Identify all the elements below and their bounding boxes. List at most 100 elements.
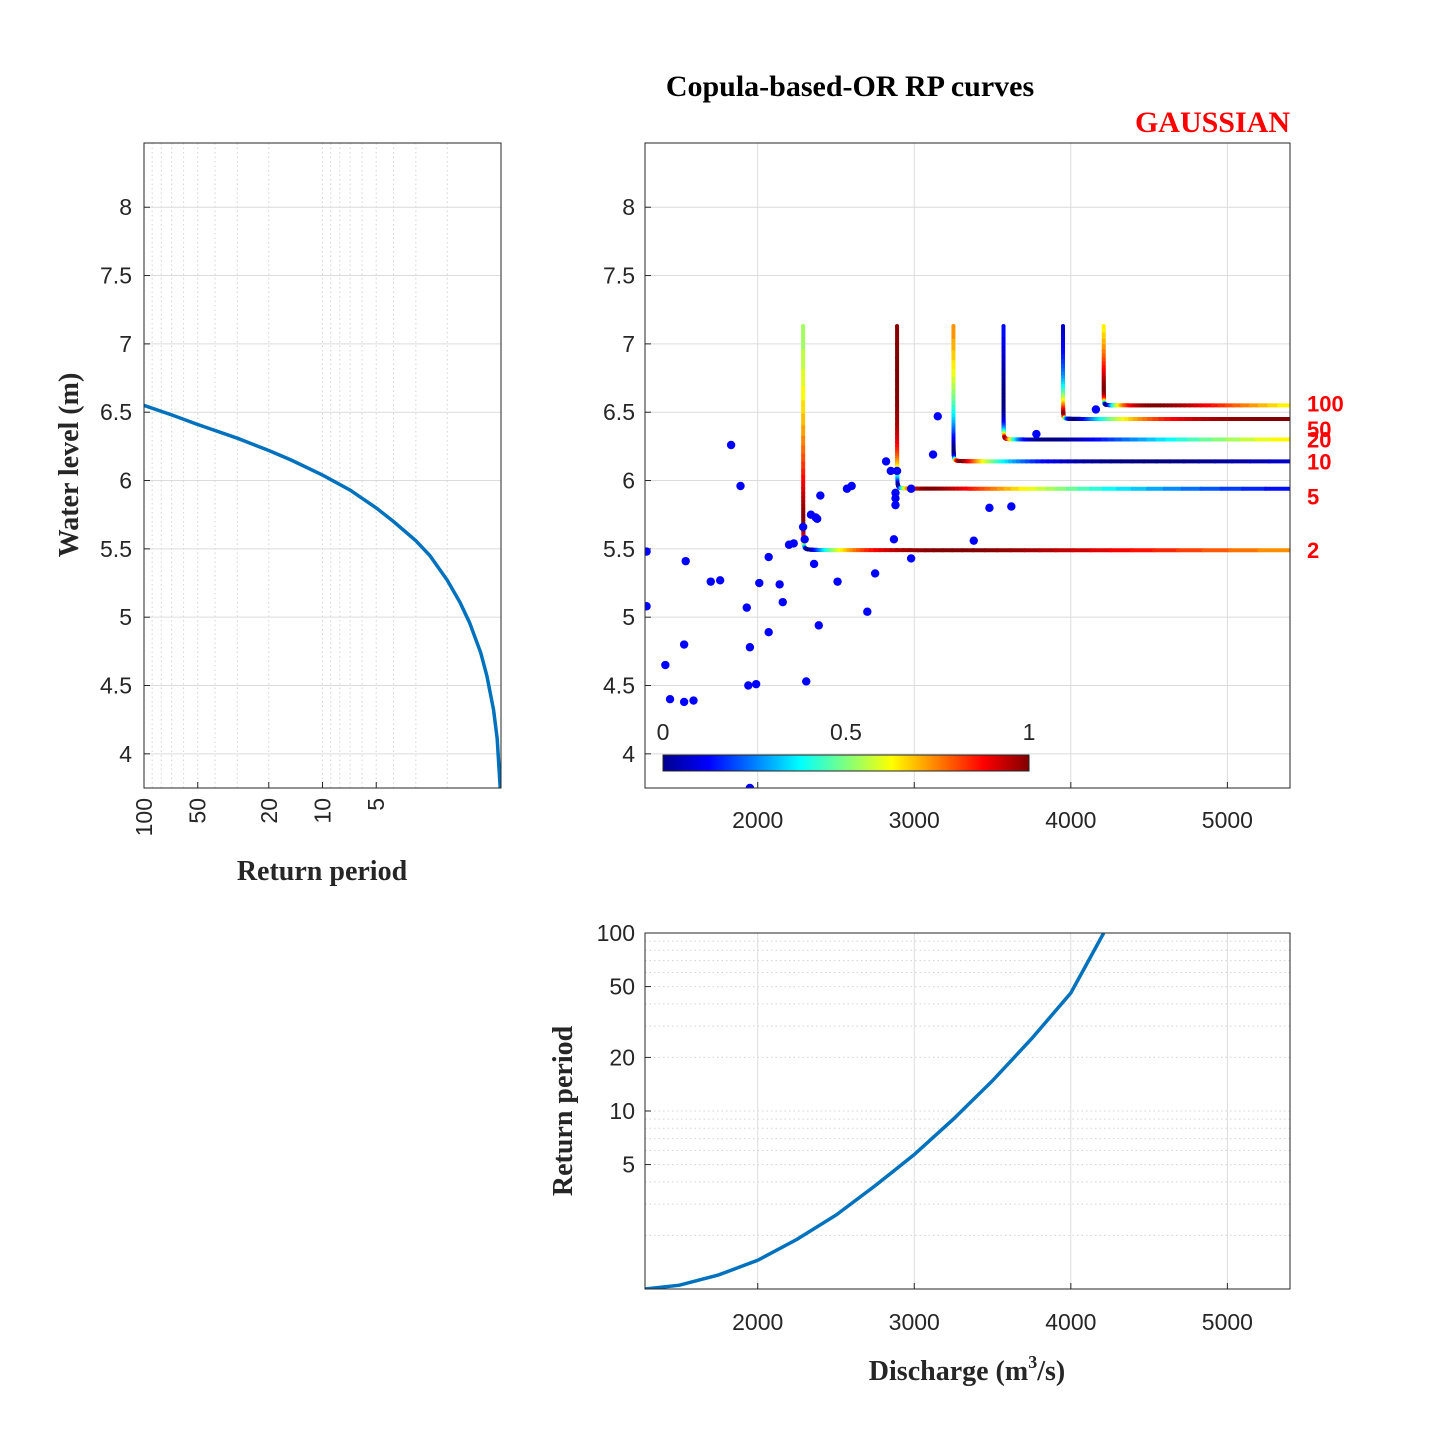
left-xtick-label: 50 xyxy=(185,798,211,824)
data-point xyxy=(928,450,938,459)
data-point xyxy=(661,660,670,670)
data-point xyxy=(892,466,902,476)
data-point xyxy=(985,503,994,513)
left-grid xyxy=(143,143,501,788)
data-point xyxy=(745,643,755,652)
left-ytick-label: 7.5 xyxy=(100,263,132,289)
bottom-xtick-label: 4000 xyxy=(1045,1309,1096,1335)
observed-points xyxy=(645,405,1101,788)
main-xtick-label: 5000 xyxy=(1202,807,1253,833)
data-point xyxy=(764,552,773,562)
data-point xyxy=(755,578,764,588)
data-point xyxy=(751,679,761,689)
rp-curve-100 xyxy=(1101,324,1290,408)
main-ytick-label: 5.5 xyxy=(603,536,635,562)
rp-curve-20 xyxy=(1001,324,1290,442)
left-xlabel: Return period xyxy=(237,856,408,887)
rp-label-2: 2 xyxy=(1307,538,1319,563)
data-point xyxy=(665,694,675,704)
data-point xyxy=(1007,502,1016,511)
left-ylabel: Water level (m) xyxy=(54,373,85,558)
data-point xyxy=(906,554,916,563)
bottom-ytick-label: 100 xyxy=(597,920,635,946)
data-point xyxy=(681,556,690,566)
bottom-xtick-label: 3000 xyxy=(889,1309,940,1335)
bottom-tick-labels: 5 10 20 50 100 2000 3000 4000 5000 xyxy=(597,920,1253,1335)
data-point xyxy=(789,539,798,548)
bottom-return-period-curve xyxy=(645,933,1106,1289)
data-point xyxy=(891,500,900,510)
data-point xyxy=(1091,405,1101,414)
data-point xyxy=(889,535,899,544)
data-point xyxy=(906,484,916,493)
left-ytick-label: 5.5 xyxy=(100,536,132,562)
main-plot-area xyxy=(645,143,1290,788)
bottom-ytick-label: 50 xyxy=(609,974,635,1000)
data-point xyxy=(715,576,725,585)
main-ytick-label: 5 xyxy=(622,604,635,630)
main-ytick-label: 7.5 xyxy=(603,263,635,289)
colorbar-gradient xyxy=(662,754,1030,772)
data-point xyxy=(816,491,825,500)
left-ytick-label: 5 xyxy=(119,604,132,630)
data-point xyxy=(736,481,745,491)
data-point xyxy=(881,457,891,466)
data-point xyxy=(742,603,751,612)
left-ytick-label: 7 xyxy=(119,331,132,357)
bottom-xtick-label: 2000 xyxy=(732,1309,783,1335)
bottom-panel: 5 10 20 50 100 2000 3000 4000 5000 Discharge (m3… xyxy=(548,920,1291,1387)
data-point xyxy=(798,522,808,532)
data-point xyxy=(778,597,787,607)
left-ytick-label: 6.5 xyxy=(100,399,132,425)
data-point xyxy=(645,547,651,556)
data-point xyxy=(847,481,856,491)
main-axes-frame xyxy=(644,142,1291,789)
bottom-xlabel: Discharge (m3/s) xyxy=(869,1352,1065,1387)
main-ytick-label: 6 xyxy=(622,468,635,494)
data-point xyxy=(706,577,715,586)
data-point xyxy=(775,580,784,589)
bottom-ylabel: Return period xyxy=(548,1025,579,1196)
left-ytick-label: 6 xyxy=(119,468,132,494)
main-xtick-label: 4000 xyxy=(1045,807,1096,833)
data-point xyxy=(870,569,880,578)
main-ytick-label: 7 xyxy=(622,331,635,357)
left-xtick-label: 20 xyxy=(256,798,282,824)
left-ytick-label: 4.5 xyxy=(100,673,132,699)
data-point xyxy=(863,607,872,616)
main-tick-labels: 4 4.5 5 5.5 6 6.5 7 7.5 8 2000 3000 4000 5000 xyxy=(603,194,1253,833)
colorbar-tick-0: 0 xyxy=(657,719,670,745)
data-point xyxy=(891,488,900,498)
left-xtick-label: 100 xyxy=(131,798,157,836)
left-ytick-label: 8 xyxy=(119,194,132,220)
data-point xyxy=(726,440,736,450)
data-point xyxy=(833,577,842,586)
data-point xyxy=(802,677,811,686)
main-grid xyxy=(645,143,1290,788)
rp-label-100: 100 xyxy=(1307,391,1344,416)
rp-curve-50 xyxy=(1060,324,1290,422)
left-water-level-curve xyxy=(144,403,501,788)
data-point xyxy=(813,514,822,523)
rp-label-50: 50 xyxy=(1307,417,1331,442)
bottom-ytick-label: 20 xyxy=(609,1044,635,1070)
rp-label-20: 20 xyxy=(1307,428,1331,453)
main-xtick-label: 2000 xyxy=(732,807,783,833)
main-ytick-label: 4.5 xyxy=(603,673,635,699)
data-point xyxy=(969,536,978,545)
rp-label-5: 5 xyxy=(1307,485,1319,510)
left-xtick-label: 5 xyxy=(363,798,389,811)
data-point xyxy=(645,602,651,611)
left-panel: 4 4.5 5 5.5 6 6.5 7 7.5 8 100 50 20 10 5 Return perio… xyxy=(54,142,502,887)
main-xtick-label: 3000 xyxy=(889,807,940,833)
data-point xyxy=(1032,429,1041,439)
main-ytick-label: 4 xyxy=(622,741,635,767)
data-point xyxy=(744,681,753,690)
bottom-axes-frame xyxy=(644,932,1291,1290)
data-point xyxy=(689,696,698,705)
bottom-ytick-label: 5 xyxy=(622,1152,635,1178)
rp-curve-10 xyxy=(951,324,1290,464)
